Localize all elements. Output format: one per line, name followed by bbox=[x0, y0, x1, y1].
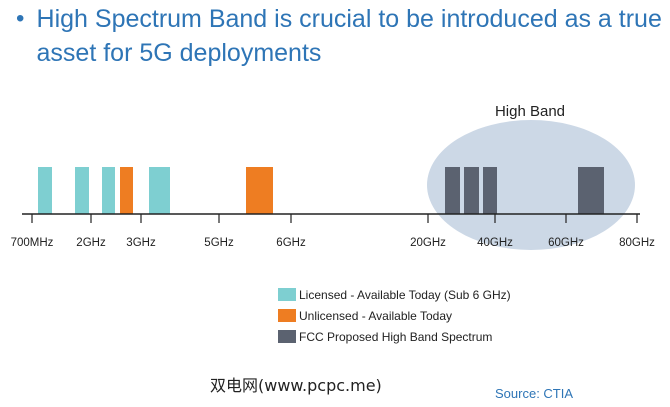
high-band-region bbox=[427, 120, 635, 250]
licensed-band bbox=[149, 167, 170, 214]
licensed-band bbox=[102, 167, 115, 214]
tick-label-40ghz: 40GHz bbox=[477, 237, 513, 249]
legend-item-unlicensed: Unlicensed - Available Today bbox=[278, 305, 511, 326]
legend-item-high-band: FCC Proposed High Band Spectrum bbox=[278, 326, 511, 347]
licensed-band bbox=[38, 167, 52, 214]
tick-label-60ghz: 60GHz bbox=[548, 237, 584, 249]
tick-marks bbox=[31, 214, 638, 223]
high-band-bar bbox=[464, 167, 479, 214]
unlicensed-band bbox=[246, 167, 273, 214]
source-credit: Source: CTIA bbox=[495, 386, 574, 401]
tick-label-700mhz: 700MHz bbox=[11, 237, 54, 249]
legend-label-unlicensed: Unlicensed - Available Today bbox=[299, 308, 452, 323]
high-band-bar bbox=[578, 167, 604, 214]
legend-swatch-unlicensed bbox=[278, 309, 296, 322]
licensed-band bbox=[75, 167, 89, 214]
tick-label-3ghz: 3GHz bbox=[126, 237, 156, 249]
watermark-text: 双电网(www.pcpc.me) bbox=[210, 376, 382, 395]
legend-item-licensed: Licensed - Available Today (Sub 6 GHz) bbox=[278, 284, 511, 305]
legend: Licensed - Available Today (Sub 6 GHz) U… bbox=[278, 284, 511, 347]
heading-bullet: • High Spectrum Band is crucial to be in… bbox=[16, 2, 664, 70]
legend-swatch-high-band bbox=[278, 330, 296, 343]
legend-swatch-licensed bbox=[278, 288, 296, 301]
high-band-bar bbox=[445, 167, 460, 214]
bullet-dot: • bbox=[16, 5, 25, 32]
legend-label-licensed: Licensed - Available Today (Sub 6 GHz) bbox=[299, 287, 511, 302]
legend-label-high-band: FCC Proposed High Band Spectrum bbox=[299, 329, 493, 344]
tick-label-80ghz: 80GHz bbox=[619, 237, 655, 249]
tick-label-20ghz: 20GHz bbox=[410, 237, 446, 249]
tick-label-6ghz: 6GHz bbox=[276, 237, 306, 249]
tick-label-5ghz: 5GHz bbox=[204, 237, 234, 249]
tick-label-2ghz: 2GHz bbox=[76, 237, 106, 249]
high-band-label: High Band bbox=[495, 103, 565, 120]
high-band-bar bbox=[483, 167, 497, 214]
heading-text: High Spectrum Band is crucial to be intr… bbox=[36, 5, 662, 67]
unlicensed-band bbox=[120, 167, 133, 214]
